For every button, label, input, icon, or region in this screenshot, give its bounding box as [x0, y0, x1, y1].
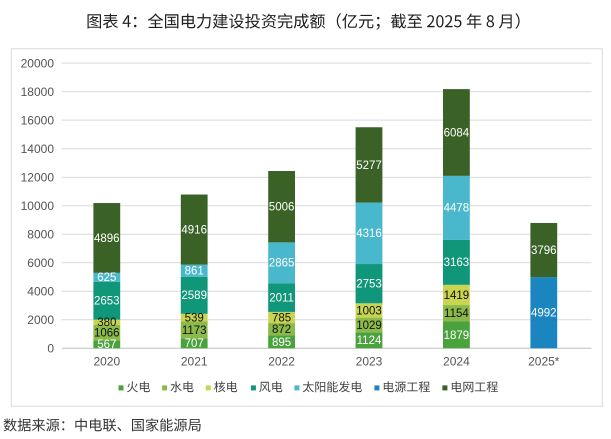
- svg-text:1154: 1154: [444, 308, 469, 320]
- svg-text:2023: 2023: [356, 355, 383, 369]
- svg-text:5277: 5277: [356, 160, 382, 172]
- svg-text:380: 380: [97, 317, 116, 329]
- svg-text:539: 539: [185, 313, 204, 325]
- svg-text:4916: 4916: [181, 225, 207, 237]
- svg-text:1066: 1066: [94, 328, 120, 340]
- svg-text:2020: 2020: [93, 355, 120, 369]
- svg-text:5006: 5006: [269, 202, 295, 214]
- svg-text:625: 625: [97, 272, 116, 284]
- svg-text:8000: 8000: [27, 228, 54, 242]
- svg-text:3163: 3163: [444, 257, 470, 269]
- svg-text:4316: 4316: [356, 228, 382, 240]
- svg-text:20000: 20000: [21, 56, 55, 70]
- svg-text:0: 0: [47, 342, 54, 356]
- svg-text:567: 567: [97, 339, 116, 351]
- svg-text:1124: 1124: [357, 335, 382, 347]
- svg-text:2025*: 2025*: [528, 355, 560, 369]
- svg-text:3796: 3796: [531, 245, 557, 257]
- svg-text:4000: 4000: [27, 285, 54, 299]
- svg-text:2865: 2865: [269, 258, 295, 270]
- svg-text:1003: 1003: [356, 305, 382, 317]
- svg-text:2022: 2022: [268, 355, 295, 369]
- svg-text:4896: 4896: [94, 233, 120, 245]
- svg-text:2011: 2011: [269, 293, 294, 305]
- svg-text:1029: 1029: [356, 320, 382, 332]
- svg-text:785: 785: [272, 312, 291, 324]
- svg-text:1173: 1173: [182, 325, 207, 337]
- svg-text:10000: 10000: [21, 199, 55, 213]
- svg-text:4992: 4992: [531, 308, 557, 320]
- svg-text:861: 861: [185, 266, 204, 278]
- svg-text:16000: 16000: [21, 113, 55, 127]
- svg-text:6084: 6084: [444, 127, 470, 139]
- svg-text:872: 872: [272, 324, 291, 336]
- svg-text:2000: 2000: [27, 313, 54, 327]
- svg-text:18000: 18000: [21, 85, 55, 99]
- svg-text:4478: 4478: [444, 203, 470, 215]
- svg-text:2589: 2589: [181, 290, 207, 302]
- svg-text:2021: 2021: [181, 355, 208, 369]
- svg-text:2653: 2653: [94, 296, 120, 308]
- svg-text:14000: 14000: [21, 142, 55, 156]
- svg-text:895: 895: [272, 337, 291, 349]
- svg-text:1879: 1879: [444, 330, 470, 342]
- svg-text:12000: 12000: [21, 171, 55, 185]
- svg-text:2024: 2024: [443, 355, 470, 369]
- svg-text:6000: 6000: [27, 256, 54, 270]
- svg-text:1419: 1419: [444, 290, 470, 302]
- svg-text:707: 707: [185, 338, 204, 350]
- svg-text:2753: 2753: [356, 279, 382, 291]
